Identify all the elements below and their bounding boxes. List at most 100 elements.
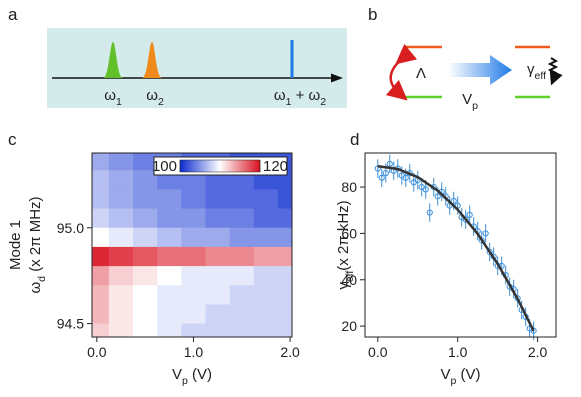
heat-cell xyxy=(133,189,158,210)
decay-arrow xyxy=(547,57,563,86)
y-axis-label: ωd (x 2π MHz) xyxy=(27,196,48,293)
y-tick-label: 40 xyxy=(341,272,357,288)
heat-cell xyxy=(229,246,255,267)
x-axis-label-part: (V) xyxy=(456,366,480,383)
heat-cell xyxy=(205,323,231,337)
heat-cell xyxy=(229,189,255,210)
coupling-label: Λ xyxy=(416,65,426,82)
peak-label-part: 2 xyxy=(158,96,164,108)
peak-label: ω1 xyxy=(104,87,122,108)
heat-cell xyxy=(108,266,134,286)
heat-cell xyxy=(277,266,292,286)
heat-cell xyxy=(229,208,255,229)
x-tick-label: 0.0 xyxy=(368,344,388,360)
heat-cell xyxy=(277,227,292,248)
y-axis-label-part: γ xyxy=(335,282,352,290)
heat-cell xyxy=(133,153,158,171)
x-tick-label: 0.0 xyxy=(87,344,107,360)
heat-cell xyxy=(181,189,207,210)
y-axis-label-part: d xyxy=(36,276,48,282)
data-point xyxy=(402,174,409,181)
heat-cell xyxy=(92,323,110,337)
heat-cell xyxy=(253,323,279,337)
x-axis-label-part: p xyxy=(182,375,188,387)
fit-curve xyxy=(377,164,535,332)
data-point xyxy=(462,216,469,223)
y-tick-label: 20 xyxy=(341,318,357,334)
heat-cell xyxy=(181,304,207,325)
x-axis-label-part: p xyxy=(451,375,457,387)
heat-cell xyxy=(277,189,292,210)
x-axis-label-part: V xyxy=(172,366,182,383)
heat-cell xyxy=(277,304,292,325)
y-tick-label: 80 xyxy=(341,179,357,195)
x-tick-label: 2.0 xyxy=(280,344,300,360)
heat-cell xyxy=(92,304,110,325)
coupling-arrow xyxy=(385,43,418,101)
y-axis-label: Mode 1 xyxy=(7,220,24,270)
heat-cell xyxy=(92,153,110,171)
heat-cell xyxy=(108,246,134,267)
data-point xyxy=(378,174,385,181)
heat-cell xyxy=(205,208,231,229)
heat-cell xyxy=(229,266,255,286)
heat-cell xyxy=(92,227,110,248)
data-point xyxy=(434,193,441,200)
damping-label: γeff xyxy=(527,61,546,82)
heat-cell xyxy=(205,285,231,305)
drive-label: Vp xyxy=(462,91,478,112)
panel-label: a xyxy=(8,5,18,24)
heat-cell xyxy=(108,170,134,190)
peak-label-part: + ω xyxy=(291,87,320,104)
heat-cell xyxy=(157,285,182,305)
heat-cell xyxy=(133,208,158,229)
heatmap xyxy=(92,153,292,337)
y-tick-label: 60 xyxy=(341,225,357,241)
heat-cell xyxy=(277,323,292,337)
peak-label-part: ω xyxy=(146,87,158,104)
data-point xyxy=(386,160,393,167)
x-tick-label: 2.0 xyxy=(528,344,548,360)
heat-cell xyxy=(253,208,279,229)
heat-cell xyxy=(253,285,279,305)
x-tick-label: 1.0 xyxy=(184,344,204,360)
heat-cell xyxy=(133,170,158,190)
data-point xyxy=(486,248,493,256)
heat-cell xyxy=(205,246,231,267)
peak-label-part: ω xyxy=(104,87,116,104)
heat-cell xyxy=(253,227,279,248)
peak-label-part: ω xyxy=(274,87,286,104)
colorbar-label: 100 xyxy=(152,158,177,175)
heat-cell xyxy=(108,208,134,229)
x-axis-label: Vp (V) xyxy=(440,366,480,387)
y-axis-label-part: eff xyxy=(344,271,356,283)
data-point xyxy=(530,327,537,334)
panel-label: c xyxy=(8,130,17,149)
y-axis-label-part: (x 2π MHz) xyxy=(27,196,44,276)
data-point xyxy=(374,165,381,172)
peak-label: ω1 + ω2 xyxy=(274,87,326,108)
heat-cell xyxy=(92,246,110,267)
heat-cell xyxy=(205,189,231,210)
heat-cell xyxy=(157,304,182,325)
heat-cell xyxy=(133,323,158,337)
data-point xyxy=(382,170,389,177)
heat-cell xyxy=(108,153,134,171)
heat-cell xyxy=(108,323,134,337)
heat-cell xyxy=(92,285,110,305)
y-tick-label: 95.0 xyxy=(57,220,84,236)
heat-cell xyxy=(181,227,207,248)
heat-cell xyxy=(92,170,110,190)
y-axis-label-part: ω xyxy=(27,282,44,294)
peak-1 xyxy=(103,42,123,78)
heat-cell xyxy=(133,285,158,305)
heat-cell xyxy=(229,304,255,325)
data-point xyxy=(466,211,473,218)
panel-label: d xyxy=(350,130,359,149)
heat-cell xyxy=(108,285,134,305)
heat-cell xyxy=(181,285,207,305)
heat-cell xyxy=(229,323,255,337)
heat-cell xyxy=(253,189,279,210)
peak-label-part: 2 xyxy=(320,96,326,108)
heat-cell xyxy=(92,208,110,229)
